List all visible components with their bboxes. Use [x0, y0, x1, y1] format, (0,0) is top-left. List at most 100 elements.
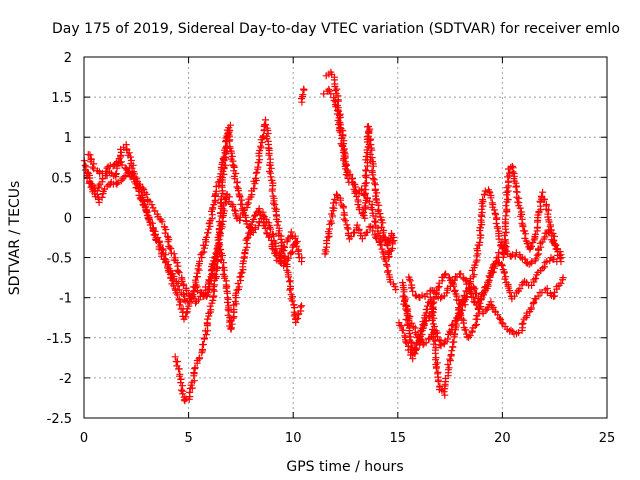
- grid: [84, 57, 607, 418]
- data-point-marker: [528, 258, 536, 266]
- data-point-marker: [473, 245, 481, 253]
- data-point-marker: [476, 238, 484, 246]
- y-tick-label: 1: [64, 131, 72, 146]
- data-point-marker: [265, 151, 273, 159]
- data-point-marker: [340, 215, 348, 223]
- data-point-marker: [376, 210, 384, 218]
- y-tick-label: 1.5: [51, 91, 72, 106]
- data-point-marker: [361, 191, 369, 198]
- data-point-marker: [164, 238, 172, 246]
- data-point-marker: [209, 204, 217, 212]
- data-point-marker: [323, 237, 331, 245]
- data-point-marker: [245, 229, 253, 237]
- data-point-marker: [546, 257, 554, 265]
- data-point-marker: [247, 221, 255, 229]
- series-satellite-track-10: [399, 226, 565, 350]
- data-point-marker: [222, 143, 230, 151]
- data-point-marker: [550, 240, 558, 248]
- data-point-marker: [176, 301, 183, 309]
- data-point-marker: [182, 313, 190, 321]
- data-point-marker: [373, 189, 381, 197]
- data-point-marker: [534, 292, 542, 300]
- data-markers: [80, 68, 567, 405]
- data-point-marker: [528, 242, 536, 250]
- data-point-marker: [366, 125, 374, 133]
- data-point-marker: [202, 331, 210, 339]
- data-point-marker: [339, 204, 347, 212]
- data-point-marker: [190, 369, 198, 377]
- data-point-marker: [180, 296, 188, 304]
- data-point-marker: [354, 201, 362, 208]
- data-point-marker: [397, 322, 405, 330]
- data-point-marker: [527, 304, 535, 312]
- data-point-marker: [497, 315, 505, 323]
- data-point-marker: [406, 277, 414, 285]
- data-point-marker: [123, 166, 131, 174]
- data-point-marker: [86, 151, 94, 159]
- data-point-marker: [448, 347, 456, 355]
- data-point-marker: [148, 201, 156, 209]
- data-point-marker: [143, 190, 151, 198]
- data-point-marker: [328, 210, 336, 218]
- data-point-marker: [441, 391, 449, 399]
- data-point-marker: [351, 189, 359, 197]
- data-point-marker: [261, 224, 269, 232]
- data-point-marker: [502, 212, 510, 220]
- data-point-marker: [457, 270, 465, 278]
- series-satellite-track-7: [322, 68, 398, 261]
- data-point-marker: [216, 230, 224, 237]
- data-point-marker: [203, 233, 210, 241]
- data-point-marker: [434, 284, 442, 292]
- data-point-marker: [266, 232, 273, 240]
- data-point-marker: [411, 350, 419, 358]
- series-satellite-track-6: [320, 85, 400, 294]
- data-point-marker: [215, 218, 223, 226]
- data-point-marker: [217, 193, 225, 201]
- data-point-marker: [109, 162, 117, 170]
- data-point-marker: [533, 251, 541, 259]
- data-point-marker: [238, 205, 246, 213]
- data-point-marker: [487, 298, 495, 306]
- data-point-marker: [332, 199, 340, 207]
- data-point-marker: [191, 276, 199, 284]
- data-point-marker: [347, 233, 355, 241]
- data-point-marker: [377, 237, 385, 245]
- data-point-marker: [408, 319, 416, 327]
- data-point-marker: [362, 153, 370, 160]
- data-point-marker: [235, 283, 243, 291]
- data-point-marker: [251, 212, 258, 220]
- data-point-marker: [250, 216, 257, 223]
- data-point-marker: [543, 258, 551, 265]
- data-point-marker: [330, 96, 338, 104]
- data-point-marker: [280, 242, 288, 250]
- data-point-marker: [196, 354, 204, 362]
- data-point-marker: [213, 250, 221, 258]
- data-point-marker: [511, 252, 519, 260]
- data-point-marker: [403, 339, 411, 347]
- data-point-marker: [440, 339, 448, 347]
- data-point-marker: [388, 229, 396, 237]
- data-point-marker: [451, 330, 458, 338]
- data-point-marker: [200, 290, 208, 298]
- data-point-marker: [219, 252, 226, 259]
- data-point-marker: [126, 153, 134, 161]
- data-point-marker: [250, 185, 258, 192]
- data-point-marker: [222, 284, 230, 292]
- series-satellite-track-4: [171, 121, 234, 405]
- data-point-marker: [472, 315, 480, 323]
- data-point-marker: [288, 297, 296, 305]
- data-point-marker: [444, 335, 452, 343]
- data-point-marker: [346, 170, 354, 178]
- data-point-marker: [373, 235, 381, 242]
- data-point-marker: [334, 97, 342, 105]
- data-point-marker: [412, 340, 420, 348]
- data-point-marker: [481, 284, 489, 292]
- data-point-marker: [458, 315, 466, 323]
- data-point-marker: [524, 239, 532, 247]
- data-point-marker: [270, 199, 277, 207]
- data-point-marker: [553, 258, 561, 266]
- data-point-marker: [476, 224, 484, 232]
- data-point-marker: [215, 225, 223, 233]
- x-tick-label: 5: [184, 431, 192, 446]
